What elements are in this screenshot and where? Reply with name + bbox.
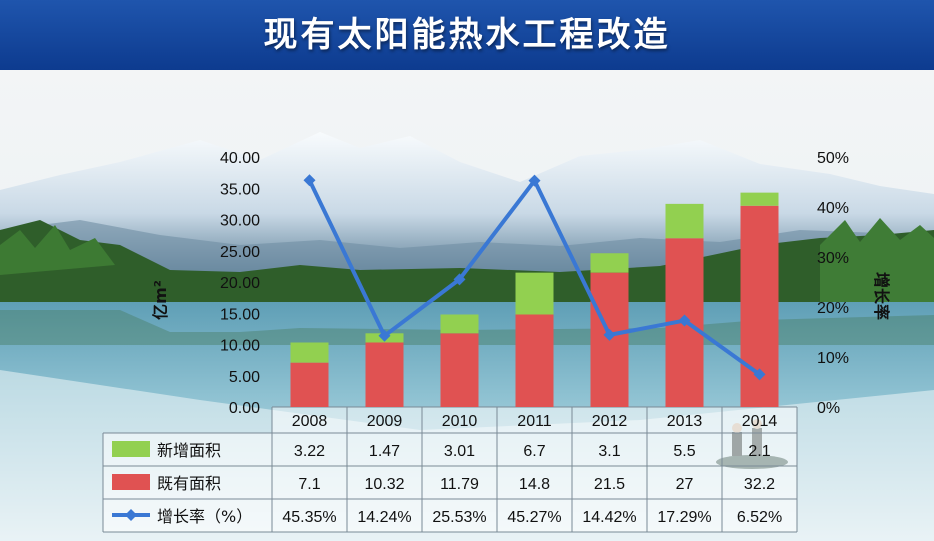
x-category-label: 2008 [292, 413, 328, 430]
y2-tick-label: 10% [817, 350, 849, 367]
page-title: 现有太阳能热水工程改造 [263, 15, 671, 55]
table-cell: 6.52% [737, 509, 782, 526]
category-row-background [272, 407, 797, 433]
legend-label: 新增面积 [157, 441, 221, 460]
y-tick-label: 35.00 [220, 181, 260, 198]
title-banner: 现有太阳能热水工程改造 [0, 0, 934, 70]
x-category-label: 2011 [517, 413, 552, 430]
rate-point-2008 [303, 174, 316, 187]
y-tick-label: 25.00 [220, 244, 260, 261]
bar-existing-2010 [440, 333, 479, 407]
legend-label: 既有面积 [157, 474, 221, 493]
rate-point-2012 [603, 328, 616, 341]
y2-tick-label: 50% [817, 150, 849, 167]
table-cell: 3.01 [444, 443, 475, 460]
bar-new-2012 [590, 253, 629, 273]
legend-key-existing-area [112, 474, 150, 490]
rate-point-2009 [378, 329, 391, 342]
rate-point-2013 [678, 314, 691, 327]
legend-label: 增长率（%） [157, 507, 252, 526]
table-cell: 25.53% [432, 509, 486, 526]
y-axis-label: 亿m² [151, 280, 170, 320]
growth-rate-markers [303, 174, 766, 381]
y-tick-label: 40.00 [220, 150, 260, 167]
bar-new-2008 [290, 342, 329, 363]
table-cell: 14.24% [357, 509, 411, 526]
table-cell: 6.7 [523, 443, 545, 460]
bar-new-2013 [665, 203, 704, 239]
y-tick-label: 20.00 [220, 275, 260, 292]
table-background [103, 433, 797, 532]
y-tick-label: 10.00 [220, 338, 260, 355]
x-category-label: 2014 [742, 413, 778, 430]
bar-new-2011 [515, 272, 554, 315]
table-cell: 3.1 [598, 443, 620, 460]
y-tick-label: 5.00 [229, 369, 260, 386]
x-category-label: 2012 [592, 413, 628, 430]
table-cell: 14.42% [582, 509, 636, 526]
x-category-label: 2010 [442, 413, 478, 430]
table-cell: 45.35% [282, 509, 336, 526]
y-tick-label: 15.00 [220, 306, 260, 323]
stacked-bars [290, 192, 779, 407]
table-cell: 5.5 [673, 443, 695, 460]
y-tick-label: 0.00 [229, 400, 260, 417]
data-table-grid [102, 406, 798, 533]
y-tick-label: 30.00 [220, 213, 260, 230]
left-axis-ticks: 0.00 5.00 10.00 15.00 20.00 25.00 30.00 35.00 40… [220, 150, 260, 417]
y2-tick-label: 0% [817, 400, 840, 417]
table-cell: 27 [676, 476, 694, 493]
data-table-cells: 3.22 1.47 3.01 6.7 3.1 5.5 2.1 7.1 10.32 11.79 14.… [282, 443, 782, 526]
table-cell: 45.27% [507, 509, 561, 526]
bar-new-2010 [440, 314, 479, 334]
bar-new-2014 [740, 192, 779, 206]
table-cell: 32.2 [744, 476, 775, 493]
table-cell: 10.32 [364, 476, 404, 493]
x-axis-categories: 2008 2009 2010 2011 2012 2013 2014 [292, 413, 778, 430]
rate-point-2011 [528, 174, 541, 187]
table-cell: 3.22 [294, 443, 325, 460]
y2-axis-label: 增长率 [872, 272, 891, 320]
rate-point-2010 [453, 273, 466, 286]
bar-existing-2008 [290, 362, 329, 407]
table-cell: 7.1 [298, 476, 320, 493]
table-cell: 14.8 [519, 476, 550, 493]
table-cell: 1.47 [369, 443, 400, 460]
rate-point-2014 [753, 368, 766, 381]
bar-existing-2009 [365, 342, 404, 407]
x-category-label: 2009 [367, 413, 403, 430]
legend-key-new-area [112, 441, 150, 457]
table-cell: 21.5 [594, 476, 625, 493]
table-cell: 17.29% [657, 509, 711, 526]
legend-key-growth-rate-marker [125, 509, 137, 521]
table-cell: 2.1 [748, 443, 770, 460]
table-cell: 11.79 [440, 476, 479, 493]
x-category-label: 2013 [667, 413, 703, 430]
y2-tick-label: 40% [817, 200, 849, 217]
right-axis-ticks: 0% 10% 20% 30% 40% 50% [817, 150, 849, 417]
y2-tick-label: 20% [817, 300, 849, 317]
y2-tick-label: 30% [817, 250, 849, 267]
bar-existing-2011 [515, 314, 554, 407]
